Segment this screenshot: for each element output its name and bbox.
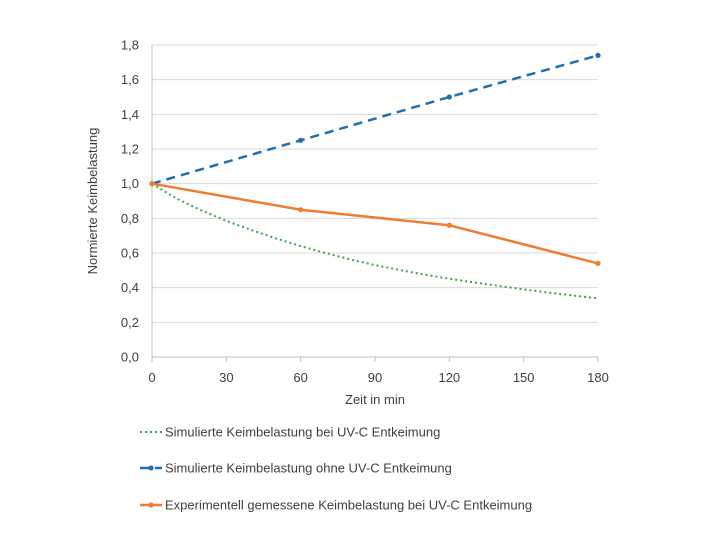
y-tick-label: 1,2 [121, 142, 139, 157]
tick-labels: 0,0 0,2 0,4 0,6 0,8 1,0 1,2 1,4 1,6 1,8 0 30 60 90 120… [121, 38, 609, 386]
y-tick-label: 1,6 [121, 72, 139, 87]
data-point [149, 181, 155, 187]
y-tick-label: 0,6 [121, 246, 139, 261]
x-tick-label: 180 [587, 370, 609, 385]
legend-marker [148, 502, 154, 508]
series-lines [149, 52, 601, 300]
data-point [595, 52, 601, 59]
legend: Simulierte Keimbelastung bei UV-C Entkei… [140, 425, 532, 513]
legend-label-1: Simulierte Keimbelastung bei UV-C Entkei… [165, 425, 440, 440]
data-point [298, 207, 304, 213]
x-tick-label: 60 [293, 370, 307, 385]
x-tick-label: 30 [219, 370, 233, 385]
y-tick-label: 0,8 [121, 211, 139, 226]
x-tick-label: 150 [513, 370, 535, 385]
axes [151, 45, 599, 362]
x-axis-title: Zeit in min [345, 392, 405, 407]
x-tick-label: 90 [368, 370, 382, 385]
legend-label-3: Experimentell gemessene Keimbelastung be… [165, 498, 532, 513]
y-tick-label: 1,8 [121, 38, 139, 53]
series-line-3 [151, 182, 599, 265]
y-axis-title: Normierte Keimbelastung [85, 128, 100, 275]
y-tick-label: 1,4 [121, 107, 139, 122]
data-point [298, 137, 304, 143]
legend-marker [148, 465, 154, 471]
x-tick-label: 0 [148, 370, 155, 385]
data-point [595, 260, 601, 266]
data-point [446, 222, 452, 228]
y-tick-label: 0,2 [121, 315, 139, 330]
data-point [446, 94, 452, 100]
series-line-1 [151, 182, 599, 300]
y-tick-label: 1,0 [121, 176, 139, 191]
y-tick-label: 0,0 [121, 350, 139, 365]
gridlines [152, 44, 598, 323]
series-line-2 [151, 54, 599, 185]
y-tick-label: 0,4 [121, 280, 139, 295]
x-tick-label: 120 [438, 370, 460, 385]
legend-label-2: Simulierte Keimbelastung ohne UV-C Entke… [165, 461, 452, 476]
